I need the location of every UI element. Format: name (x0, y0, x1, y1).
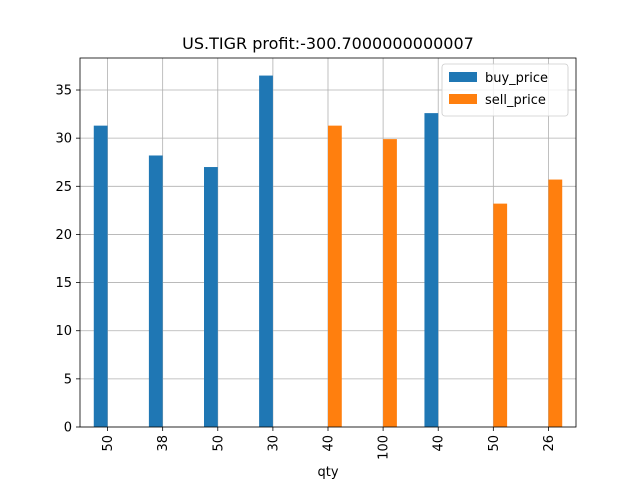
x-tick-label: 50 (487, 435, 502, 452)
legend-swatch-buy-price (449, 72, 477, 82)
bar-buy-price (204, 167, 218, 428)
bar-buy-price (259, 75, 273, 428)
bar-buy-price (424, 113, 439, 427)
x-tick-label: 50 (211, 435, 226, 452)
x-tick-label: 40 (432, 435, 447, 452)
y-tick-label: 0 (64, 421, 72, 436)
x-axis-label: qty (317, 465, 338, 480)
x-tick-label: 50 (101, 435, 116, 452)
bar-sell-price (328, 125, 342, 427)
x-tick-label: 38 (156, 435, 171, 452)
x-tick-label: 100 (377, 435, 392, 460)
chart-title: US.TIGR profit:-300.7000000000007 (182, 34, 474, 53)
x-tick-label: 40 (322, 435, 337, 452)
y-tick-label: 20 (55, 228, 72, 243)
legend-swatch-sell-price (449, 94, 477, 104)
bar-buy-price (148, 155, 163, 427)
y-tick-label: 30 (55, 132, 72, 147)
y-tick-label: 10 (55, 324, 72, 339)
x-tick-label: 30 (266, 435, 281, 452)
x-tick-label: 26 (542, 435, 557, 452)
bar-buy-price (93, 125, 108, 427)
y-tick-label: 25 (55, 180, 72, 195)
legend-label-buy-price: buy_price (485, 71, 548, 86)
legend-label-sell-price: sell_price (485, 93, 546, 108)
y-tick-label: 15 (55, 276, 72, 291)
y-tick-label: 5 (64, 372, 72, 387)
y-tick-label: 35 (55, 84, 72, 99)
bar-sell-price (548, 179, 563, 427)
bar-sell-price (493, 203, 508, 427)
bar-sell-price (383, 139, 397, 427)
